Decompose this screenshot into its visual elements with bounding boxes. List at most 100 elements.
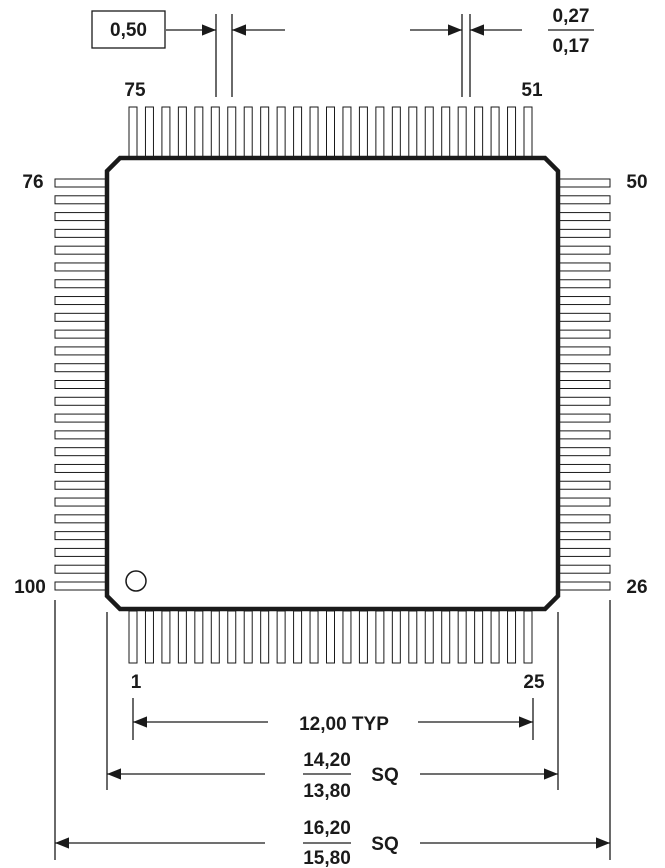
- pin-39: [558, 363, 611, 373]
- pin-88: [54, 380, 107, 389]
- pin-67: [260, 106, 270, 158]
- overall-dimension: 16,20 15,80 SQ: [55, 818, 610, 868]
- pin-90: [54, 413, 107, 423]
- pin-38: [558, 380, 611, 389]
- pin-36: [558, 413, 611, 423]
- pin-6: [210, 610, 220, 664]
- pin-15: [358, 610, 368, 664]
- pin-42: [558, 312, 611, 322]
- pitch-dimension: 0,50: [91, 10, 285, 97]
- pin-100: [54, 581, 107, 591]
- pin-66: [276, 106, 286, 158]
- overall-dimension-max: 16,20: [303, 818, 351, 839]
- pin-72: [177, 106, 187, 158]
- pin-81: [54, 262, 107, 272]
- pin-31: [558, 497, 611, 507]
- pin-5: [194, 610, 204, 664]
- pin-4: [177, 610, 187, 664]
- pin-95: [54, 497, 107, 507]
- pin-label-76: 76: [22, 172, 43, 193]
- pin-2: [144, 610, 154, 664]
- pin-22: [474, 610, 484, 664]
- pin-99: [54, 564, 107, 574]
- pin-32: [558, 480, 611, 490]
- pin-47: [558, 228, 611, 238]
- body-dimension: 14,20 13,80 SQ: [107, 750, 558, 802]
- pins-bottom: [128, 610, 533, 664]
- pin-48: [558, 212, 611, 222]
- pin-28: [558, 547, 611, 557]
- pin-52: [507, 106, 517, 158]
- pin-44: [558, 279, 611, 289]
- pins-left: [54, 178, 107, 591]
- pin-96: [54, 514, 107, 524]
- pin-20: [441, 610, 451, 664]
- pin-83: [54, 296, 107, 306]
- pin-1: [128, 610, 138, 664]
- pin-25: [523, 610, 533, 664]
- pin-23: [490, 610, 500, 664]
- lead-width-dimension: 0,27 0,17: [410, 6, 594, 97]
- pin-74: [144, 106, 154, 158]
- pin-19: [424, 610, 434, 664]
- pin-24: [507, 610, 517, 664]
- pin-label-25: 25: [523, 672, 545, 693]
- pin-26: [558, 581, 611, 591]
- pin-65: [293, 106, 303, 158]
- pin-40: [558, 346, 611, 356]
- pin-60: [375, 106, 385, 158]
- pin-63: [326, 106, 335, 158]
- lead-width-max: 0,27: [553, 6, 590, 27]
- pins-right: [558, 178, 611, 591]
- pin-91: [54, 430, 107, 440]
- package-body: [104, 155, 561, 612]
- pin-11: [293, 610, 303, 664]
- pin-18: [408, 610, 418, 664]
- pin-45: [558, 262, 611, 272]
- pin-93: [54, 463, 107, 473]
- pin-89: [54, 396, 107, 406]
- pin-1-marker: [125, 570, 147, 592]
- pin-75: [128, 106, 138, 158]
- pin-17: [391, 610, 401, 664]
- typ-dimension-value: 12,00 TYP: [299, 714, 389, 735]
- pin-57: [424, 106, 434, 158]
- pin-92: [54, 447, 107, 457]
- pin-35: [558, 430, 611, 440]
- pin-82: [54, 279, 107, 289]
- pin-68: [243, 106, 253, 158]
- pin-80: [54, 245, 107, 255]
- pin-10: [276, 610, 286, 664]
- pin-62: [342, 106, 352, 158]
- pin-12: [309, 610, 319, 664]
- pin-37: [558, 396, 611, 406]
- pin-13: [326, 610, 335, 664]
- pin-85: [54, 329, 107, 339]
- pin-58: [408, 106, 418, 158]
- pin-77: [54, 195, 107, 205]
- pin-3: [161, 610, 171, 664]
- pin-56: [441, 106, 451, 158]
- pin-14: [342, 610, 352, 664]
- pin-84: [54, 312, 107, 322]
- pin-64: [309, 106, 319, 158]
- pin-98: [54, 547, 107, 557]
- body-dimension-min: 13,80: [303, 781, 351, 802]
- pin-21: [457, 610, 467, 664]
- overall-dimension-suffix: SQ: [371, 834, 398, 855]
- pin-79: [54, 228, 107, 238]
- pitch-value-box: [91, 10, 166, 49]
- pin-8: [243, 610, 253, 664]
- overall-dimension-min: 15,80: [303, 848, 351, 868]
- pins-top: [128, 106, 533, 158]
- pin-87: [54, 363, 107, 373]
- pin-94: [54, 480, 107, 490]
- pin-34: [558, 447, 611, 457]
- pin-label-51: 51: [521, 80, 543, 101]
- pin-61: [358, 106, 368, 158]
- pitch-value: 0,50: [110, 20, 147, 41]
- lead-width-min: 0,17: [553, 36, 590, 57]
- pin-54: [474, 106, 484, 158]
- pin-53: [490, 106, 500, 158]
